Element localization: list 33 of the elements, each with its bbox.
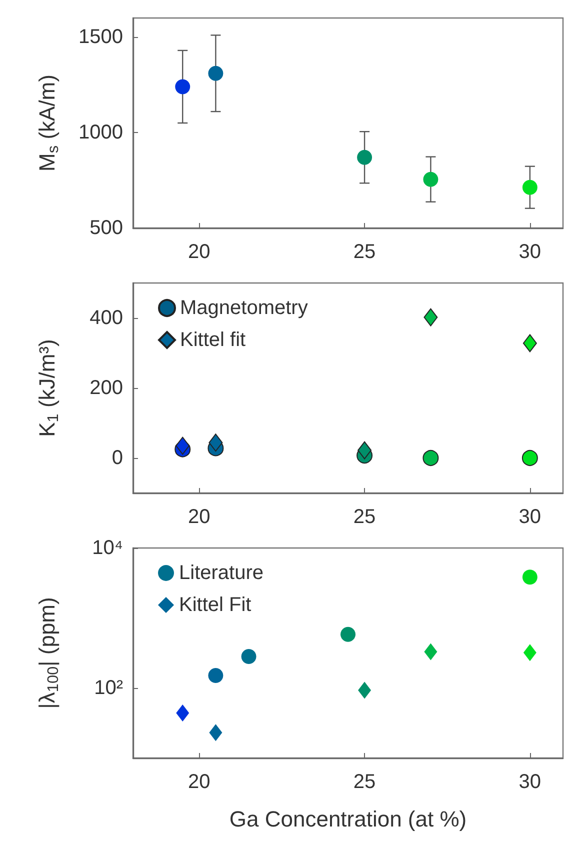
point [424, 643, 438, 660]
point [176, 704, 190, 722]
y-tick-label: 500 [90, 217, 123, 239]
y-tick-label: 1500 [78, 26, 123, 48]
point [208, 66, 224, 81]
point [241, 648, 256, 664]
x-tick-label: 20 [188, 241, 210, 263]
y-tick-label: 10⁴ [92, 537, 123, 559]
y-tick-label: 10² [94, 677, 124, 699]
y-axis-title: Ms (kA/m) [34, 74, 62, 172]
y-axis-title: K1 (kJ/m³) [34, 339, 62, 437]
legend-label: Kittel fit [180, 329, 246, 351]
y-axis-title: |λ100| (ppm) [34, 597, 62, 709]
y-tick-label: 400 [90, 307, 123, 329]
x-tick-label: 20 [188, 506, 210, 528]
y-tick-label: 0 [112, 447, 123, 469]
x-tick-label: 30 [518, 506, 542, 528]
x-tick-label: 30 [518, 771, 542, 793]
x-tick-label: 25 [353, 771, 376, 793]
x-tick-label: 30 [518, 241, 542, 263]
point [357, 150, 372, 165]
legend-label: Literature [179, 562, 264, 584]
point [175, 79, 190, 94]
x-axis-title: Ga Concentration (at %) [229, 806, 467, 832]
legend-label: Kittel Fit [179, 594, 252, 616]
y-tick-label: 200 [90, 377, 123, 399]
point [423, 172, 438, 187]
x-tick-label: 25 [353, 506, 376, 528]
point [522, 180, 538, 195]
legend-label: Magnetometry [180, 297, 308, 319]
x-tick-label: 25 [353, 241, 376, 263]
y-tick-label: 1000 [78, 122, 123, 144]
x-tick-label: 20 [188, 771, 210, 793]
